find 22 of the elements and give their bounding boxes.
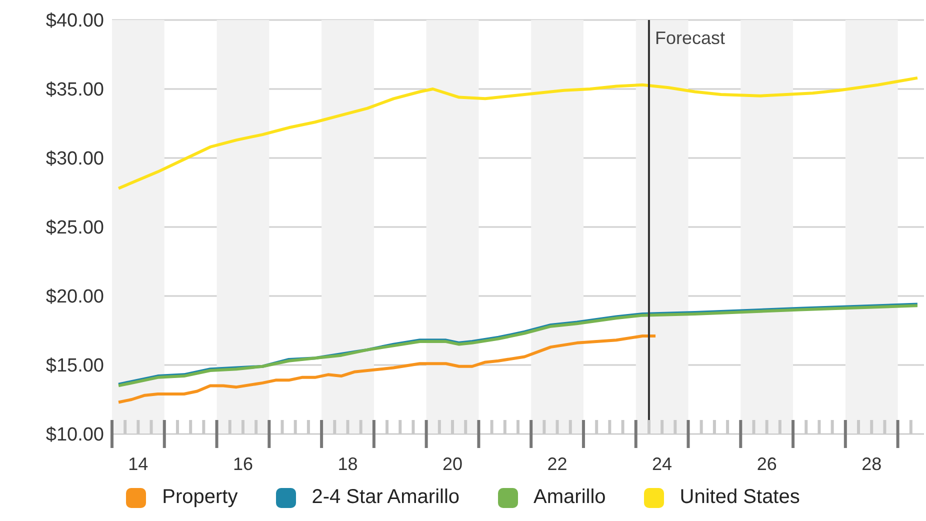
y-tick-label: $20.00 (46, 286, 104, 308)
x-tick-label: 16 (232, 454, 253, 474)
line-series (117, 334, 658, 404)
x-tick-label: 24 (652, 454, 672, 474)
y-tick-label: $15.00 (46, 356, 104, 377)
legend-label: Property (162, 486, 238, 509)
x-tick-label: 22 (547, 454, 568, 474)
x-tick-label: 14 (128, 454, 148, 474)
legend-label: United States (680, 486, 800, 509)
x-tick-label: 26 (756, 454, 777, 474)
x-tick-label: 28 (862, 454, 882, 474)
x-tick-label: 18 (338, 454, 358, 474)
ref-line-label: Forecast (654, 28, 725, 48)
y-tick-label: $10.00 (46, 424, 104, 446)
y-tick-label: $40.00 (46, 10, 104, 32)
x-tick-label: 20 (442, 454, 463, 474)
y-tick-label: $25.00 (46, 218, 104, 239)
legend-label: Amarillo (534, 486, 606, 509)
y-tick-label: $35.00 (46, 80, 104, 101)
legend-label: 2-4 Star Amarillo (312, 486, 460, 509)
line-series (117, 76, 919, 190)
y-tick-label: $30.00 (46, 148, 104, 170)
